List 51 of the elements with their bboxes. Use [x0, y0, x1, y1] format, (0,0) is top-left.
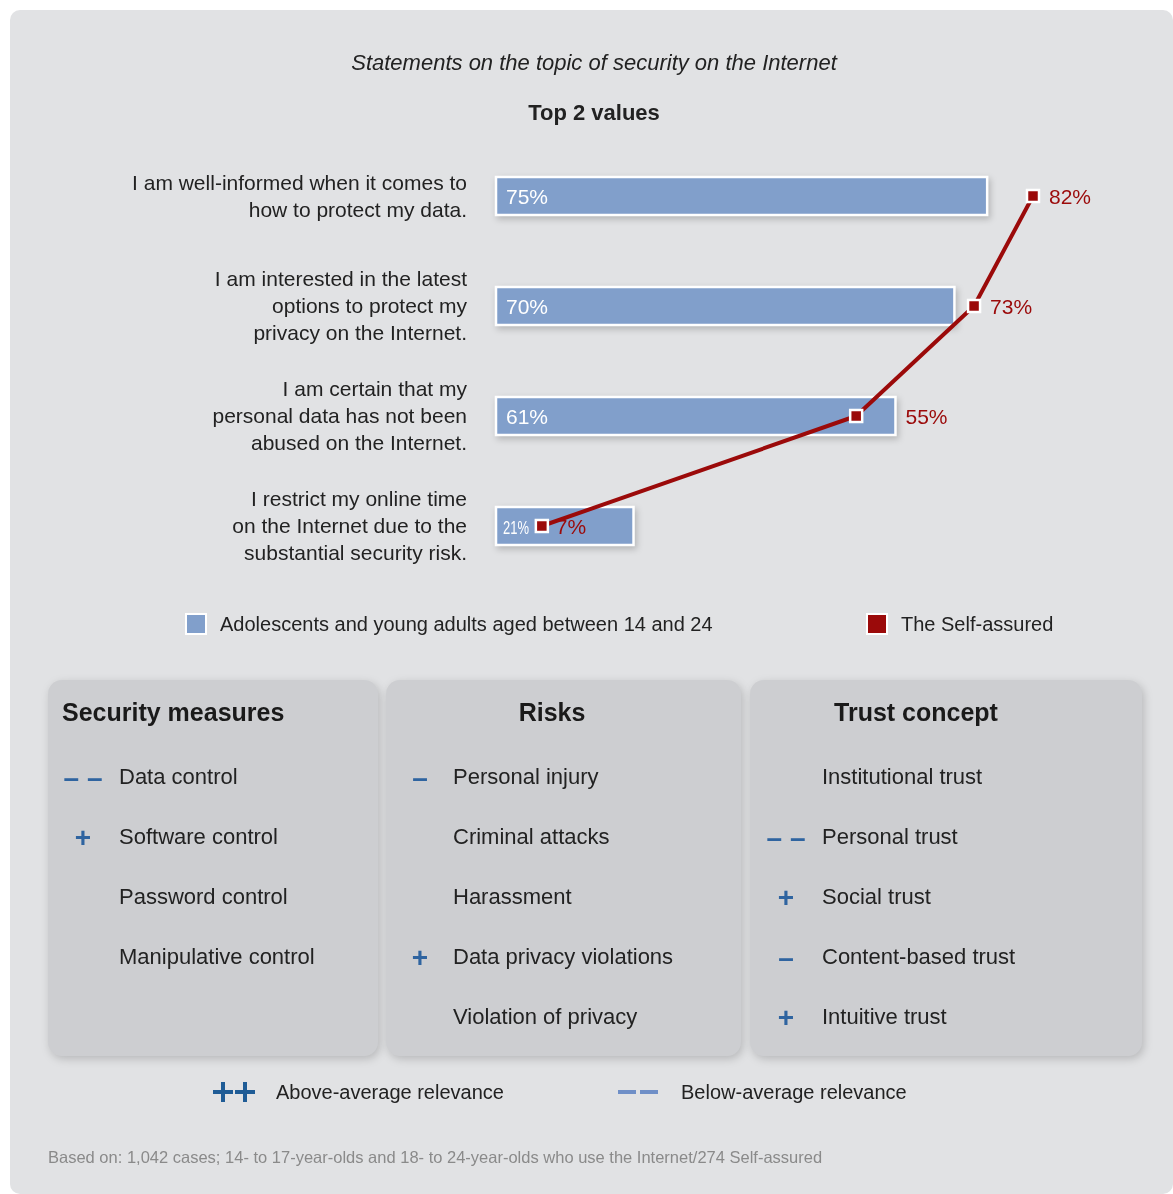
category-label: Manipulative control: [119, 944, 315, 969]
text: Trust concept: [834, 698, 999, 726]
bar: [494, 285, 956, 327]
text: Risks: [518, 698, 586, 726]
category-label: Data privacy violations: [453, 944, 674, 969]
data-label: 55%: [905, 405, 948, 428]
point: [966, 298, 982, 314]
chart-subtitle: Top 2 values: [528, 100, 660, 125]
y-tick-label: I am certain that my personal data has not been abused on the Internet.: [212, 377, 468, 454]
category-label: Content-based trust: [822, 944, 1016, 969]
category-label: Social trust: [822, 884, 931, 909]
category-label: Password control: [119, 884, 288, 909]
data-label: 7%: [555, 515, 587, 538]
legend-label: Adolescents and young adults aged between 14 and 24: [220, 613, 713, 635]
data-label: 73%: [990, 295, 1033, 318]
text: +: [777, 1002, 795, 1033]
category-label: Data control: [119, 764, 238, 789]
data-label: 70%: [506, 295, 549, 318]
bar: [494, 175, 989, 217]
y-tick-label: I restrict my online time on the Internet due to the substantial security risk.: [232, 487, 467, 564]
text: +: [411, 942, 429, 973]
y-tick-label: I am well-informed when it comes to how to protect my data.: [132, 170, 467, 221]
category-label: Personal trust: [822, 824, 958, 849]
category-label: Criminal attacks: [453, 824, 610, 849]
category-label: Violation of privacy: [453, 1004, 638, 1029]
category-label: Institutional trust: [822, 764, 983, 789]
point: [1025, 188, 1041, 204]
text: Below-average relevance: [681, 1081, 907, 1103]
text: Above-average relevance: [276, 1081, 504, 1103]
legend-label: The Self-assured: [901, 613, 1054, 635]
point: [534, 518, 550, 534]
category-label: Intuitive trust: [822, 1004, 947, 1029]
text: –: [778, 942, 794, 973]
data-label: 75%: [506, 185, 549, 208]
data-label: 61%: [506, 405, 549, 428]
text: – –: [63, 762, 103, 793]
category-label: Personal injury: [453, 764, 599, 789]
text: +: [74, 822, 92, 853]
text: Security measures: [62, 698, 285, 726]
category-label: Software control: [119, 824, 278, 849]
category-label: Harassment: [453, 884, 572, 909]
data-label: 82%: [1049, 185, 1092, 208]
text: +: [777, 882, 795, 913]
text: – –: [766, 822, 806, 853]
point: [848, 408, 864, 424]
data-label: 21%: [503, 517, 542, 538]
text: Based on: 1,042 cases; 14- to 17-year-olds and 18- to 24-year-olds who use the Internet/274 Self-assured: [48, 1148, 823, 1166]
chart-title: Statements on the topic of security on the Internet: [351, 50, 838, 75]
y-tick-label: I am interested in the latest options to protect my privacy on the Internet.: [214, 267, 468, 344]
bar: [494, 395, 897, 437]
text: –: [412, 762, 428, 793]
